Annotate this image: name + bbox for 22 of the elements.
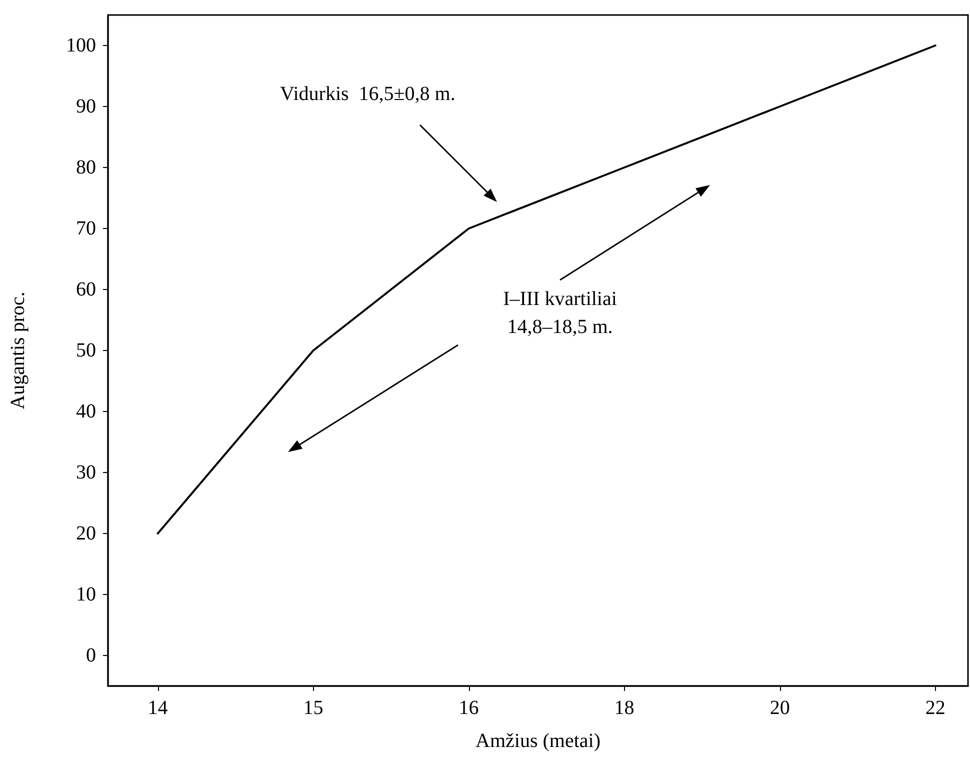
y-axis-title: Augantis proc. — [7, 292, 29, 410]
y-tick-label: 80 — [76, 156, 96, 178]
y-tick-label: 50 — [76, 340, 96, 362]
x-tick-label: 18 — [614, 697, 634, 719]
y-tick-label: 60 — [76, 278, 96, 300]
y-tick-label: 70 — [76, 218, 96, 240]
x-tick-label: 15 — [303, 697, 324, 719]
annotation: I–III kvartiliai 14,8–18,5 m. — [503, 288, 618, 338]
y-tick-label: 0 — [86, 644, 96, 666]
y-tick-label: 40 — [76, 400, 96, 422]
x-tick-label: 22 — [925, 697, 946, 719]
y-tick-label: 30 — [76, 462, 96, 484]
y-tick-label: 10 — [76, 584, 96, 606]
annotation: Vidurkis 16,5±0,8 m. — [280, 83, 456, 105]
x-tick-label: 20 — [770, 697, 790, 719]
y-tick-label: 20 — [76, 522, 96, 544]
x-tick-label: 14 — [148, 697, 168, 719]
x-axis-title: Amžius (metai) — [476, 730, 600, 752]
line-series — [156, 44, 936, 534]
y-tick-label: 90 — [76, 96, 96, 118]
y-tick-label: 100 — [66, 34, 96, 56]
x-tick-label: 16 — [458, 697, 479, 719]
